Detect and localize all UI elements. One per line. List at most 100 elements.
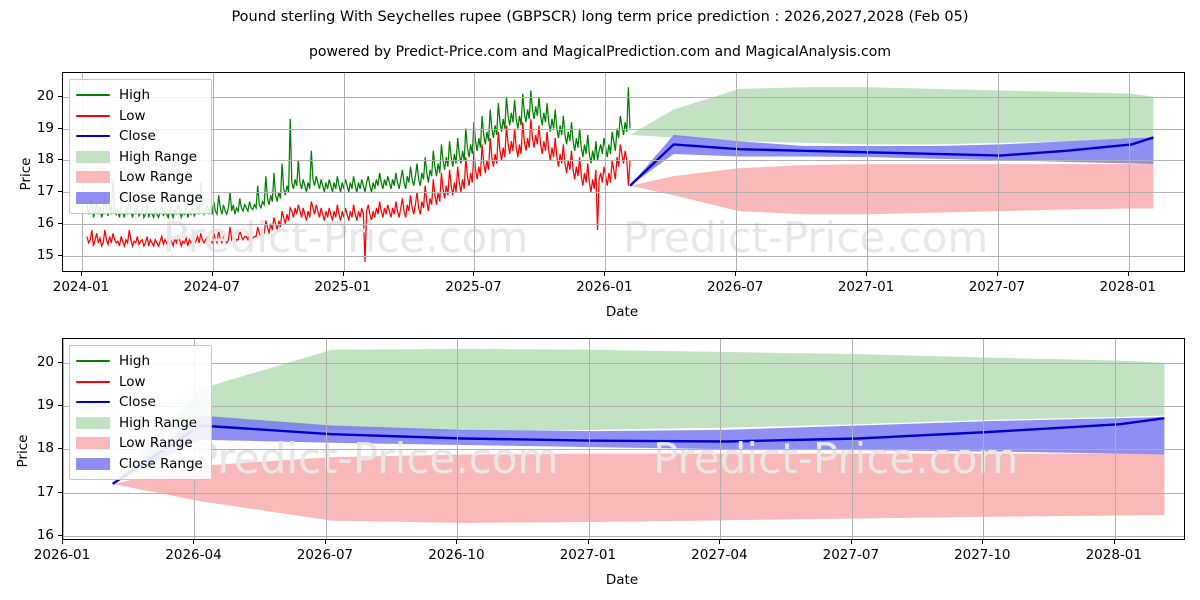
legend-item-label: Low Range: [119, 435, 193, 452]
gridline-horizontal: [63, 255, 1184, 257]
gridline-horizontal: [63, 362, 1184, 364]
x-tick-label: 2028-01: [1085, 547, 1142, 563]
legend-line-swatch: [76, 129, 110, 143]
x-tick-mark: [1127, 272, 1129, 276]
legend-item[interactable]: Low: [76, 106, 203, 127]
legend-item[interactable]: Close Range: [76, 454, 203, 475]
legend-item[interactable]: Low Range: [76, 167, 203, 188]
x-tick-mark: [1113, 540, 1115, 544]
legend-patch-swatch: [76, 457, 110, 471]
legend-item[interactable]: High Range: [76, 147, 203, 168]
legend-item-label: High Range: [119, 414, 198, 431]
gridline-vertical: [997, 73, 999, 271]
gridline-vertical: [720, 339, 722, 539]
gridline-vertical: [343, 73, 345, 271]
gridline-vertical: [605, 73, 607, 271]
x-tick-mark: [866, 272, 868, 276]
y-tick-mark: [58, 491, 62, 493]
legend-patch-swatch: [76, 170, 110, 184]
x-tick-mark: [719, 540, 721, 544]
legend-item-label: Close Range: [119, 189, 203, 206]
x-tick-mark: [211, 272, 213, 276]
y-tick-mark: [58, 222, 62, 224]
bottom-x-axis-title: Date: [605, 572, 639, 588]
x-tick-mark: [193, 540, 195, 544]
x-tick-label: 2026-07: [296, 547, 354, 563]
legend-line-swatch: [76, 354, 110, 368]
gridline-horizontal: [63, 406, 1184, 408]
history-low-line: [86, 118, 631, 262]
legend-item-label: Low: [119, 373, 146, 390]
x-tick-label: 2024-07: [183, 279, 240, 295]
x-tick-label: 2026-10: [428, 547, 485, 563]
legend-patch-swatch: [76, 150, 110, 164]
y-tick-label: 20: [36, 87, 54, 104]
gridline-vertical: [1128, 73, 1130, 271]
legend-item[interactable]: High Range: [76, 413, 203, 434]
y-tick-mark: [58, 127, 62, 129]
top-x-axis-title: Date: [605, 304, 639, 320]
legend-line-swatch: [76, 395, 110, 409]
chart-legend[interactable]: High Low Close High Range Low Range Close Ran…: [69, 79, 212, 214]
y-tick-mark: [58, 254, 62, 256]
gridline-vertical: [736, 73, 738, 271]
y-tick-mark: [58, 448, 62, 450]
x-tick-label: 2026-01: [576, 279, 633, 295]
y-tick-mark: [58, 95, 62, 97]
gridline-horizontal: [63, 160, 1184, 162]
legend-item-label: High Range: [119, 148, 198, 165]
bottom-plot-area: Predict-Price.com Predict-Price.com High Lo…: [62, 338, 1185, 540]
y-tick-label: 19: [36, 119, 54, 136]
x-tick-mark: [62, 540, 63, 544]
gridline-horizontal: [63, 492, 1184, 494]
y-tick-label: 16: [36, 214, 54, 231]
legend-item[interactable]: High: [76, 351, 203, 372]
gridline-horizontal: [63, 223, 1184, 225]
chart-legend[interactable]: High Low Close High Range Low Range Close Ran…: [69, 345, 212, 480]
x-tick-label: 2026-01: [33, 547, 91, 563]
gridline-vertical: [983, 339, 985, 539]
x-tick-mark: [982, 540, 984, 544]
legend-item[interactable]: Low Range: [76, 433, 203, 454]
legend-item[interactable]: Close Range: [76, 188, 203, 209]
x-tick-mark: [850, 540, 852, 544]
y-tick-label: 16: [36, 526, 54, 543]
x-tick-label: 2027-01: [837, 279, 895, 295]
x-tick-mark: [456, 540, 458, 544]
legend-item-label: Low Range: [119, 169, 193, 186]
x-tick-label: 2027-04: [691, 547, 748, 563]
legend-item-label: Close: [119, 128, 156, 145]
legend-item-label: Close Range: [119, 455, 203, 472]
gridline-vertical: [851, 339, 853, 539]
legend-item[interactable]: Close: [76, 126, 203, 147]
x-tick-label: 2026-04: [165, 547, 222, 563]
forecast-close-line: [629, 136, 1154, 187]
high-range-band: [112, 348, 1165, 484]
gridline-vertical: [325, 339, 327, 539]
y-tick-label: 19: [36, 397, 54, 414]
forecast-close-line: [111, 416, 1165, 485]
y-tick-label: 20: [36, 353, 54, 370]
x-tick-label: 2024-01: [52, 279, 110, 295]
x-tick-mark: [80, 272, 82, 276]
y-tick-mark: [58, 361, 62, 363]
gridline-horizontal: [63, 192, 1184, 194]
gridline-vertical: [474, 73, 476, 271]
top-chart-panel: Price Predict-Price.com Predict-Price.com…: [18, 72, 1185, 320]
legend-item-label: Low: [119, 107, 146, 124]
y-tick-label: 17: [36, 183, 54, 200]
gridline-vertical: [588, 339, 590, 539]
legend-item[interactable]: High: [76, 85, 203, 106]
legend-item-label: High: [119, 353, 151, 370]
legend-item[interactable]: Low: [76, 372, 203, 393]
legend-line-swatch: [76, 109, 110, 123]
x-tick-label: 2025-07: [445, 279, 502, 295]
y-tick-mark: [58, 191, 62, 193]
x-tick-label: 2027-07: [822, 547, 880, 563]
legend-patch-swatch: [76, 436, 110, 450]
y-tick-label: 18: [36, 151, 54, 168]
legend-item[interactable]: Close: [76, 392, 203, 413]
gridline-horizontal: [63, 535, 1184, 537]
